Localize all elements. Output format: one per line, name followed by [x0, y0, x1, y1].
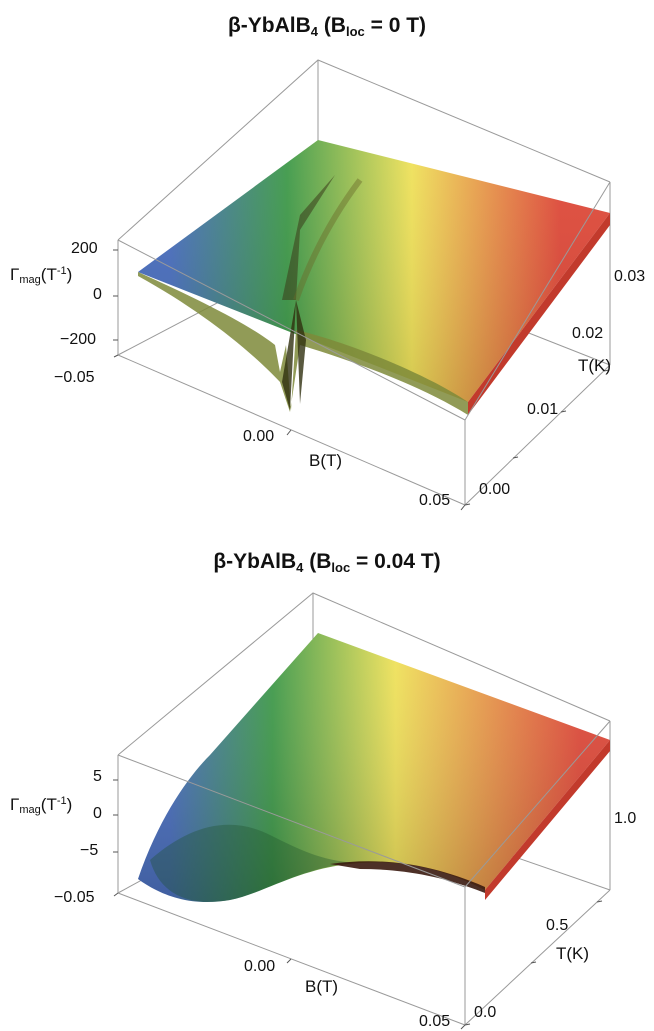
- x-tick-mark: [460, 504, 466, 511]
- surface-mesh-top: [138, 140, 610, 415]
- x-tick-mark: [460, 1024, 466, 1030]
- surface-plot-bottom: [113, 592, 611, 1030]
- chart-panel-top: β-YbAlB4 (Bloc = 0 T): [0, 0, 654, 515]
- y-tick-mark: [603, 369, 610, 372]
- z-axis-label: Γmag(T-1): [10, 265, 73, 286]
- x-tick-mark: [286, 429, 292, 436]
- z-tick-label: 0: [93, 805, 102, 822]
- y-tick-mark: [512, 456, 519, 459]
- surface-shading: [138, 140, 610, 402]
- tick-marks: [113, 249, 610, 511]
- chart-panel-bottom: β-YbAlB4 (Bloc = 0.04 T): [0, 515, 654, 1031]
- surface-side-right: [485, 740, 610, 900]
- y-tick-mark: [464, 1023, 471, 1026]
- x-tick-mark: [286, 958, 292, 964]
- y-tick-label: 0.03: [614, 268, 646, 285]
- x-axis-label: B(T): [309, 451, 343, 470]
- box-edge: [464, 720, 611, 888]
- box-edge: [117, 239, 466, 421]
- box-edge: [117, 354, 611, 506]
- surface-mesh-bottom: [138, 633, 610, 903]
- x-tick-label: 0.00: [243, 428, 275, 445]
- x-tick-label: 0.05: [419, 1013, 451, 1030]
- surface-spike-front: [282, 300, 306, 410]
- y-tick-label: 0.0: [474, 1004, 497, 1021]
- y-tick-label: 0.01: [527, 401, 559, 418]
- surface-shading: [138, 633, 610, 903]
- chart-title: β-YbAlB4 (Bloc = 0.04 T): [213, 550, 441, 575]
- x-tick-mark: [113, 892, 119, 897]
- y-tick-label: 0.02: [572, 325, 604, 342]
- y-axis-label: T(K): [578, 356, 612, 375]
- surface-plot-top: [113, 59, 611, 511]
- z-tick-label: 200: [71, 240, 98, 257]
- box-edge: [464, 181, 611, 421]
- surface-ridge: [293, 178, 363, 301]
- box-edge: [117, 754, 466, 888]
- y-tick-label: 1.0: [614, 810, 637, 827]
- z-tick-label: −5: [80, 842, 99, 859]
- x-tick-label: 0.00: [244, 958, 276, 975]
- z-tick-label: −200: [60, 331, 97, 348]
- tick-marks: [113, 779, 603, 1030]
- surface-spike: [282, 175, 335, 300]
- x-tick-mark: [113, 354, 119, 358]
- y-tick-label: 0.00: [479, 481, 511, 498]
- x-tick-label: 0.05: [419, 492, 451, 509]
- z-tick-label: 0: [93, 286, 102, 303]
- surface-side-right: [468, 213, 610, 415]
- y-tick-mark: [596, 900, 603, 903]
- y-axis-label: T(K): [556, 944, 590, 963]
- y-tick-mark: [464, 503, 471, 506]
- z-axis-label: Γmag(T-1): [10, 795, 73, 816]
- z-tick-label: 5: [93, 768, 102, 785]
- x-tick-label: −0.05: [54, 889, 95, 906]
- y-tick-mark: [560, 410, 567, 413]
- x-tick-label: −0.05: [54, 369, 95, 386]
- chart-title: β-YbAlB4 (Bloc = 0 T): [227, 14, 427, 39]
- x-axis-label: B(T): [305, 977, 339, 996]
- y-tick-mark: [530, 961, 537, 964]
- surface-dip-shadow: [150, 824, 355, 902]
- y-tick-label: 0.5: [546, 917, 569, 934]
- surface-underside: [330, 861, 485, 893]
- box-edge: [117, 889, 611, 1026]
